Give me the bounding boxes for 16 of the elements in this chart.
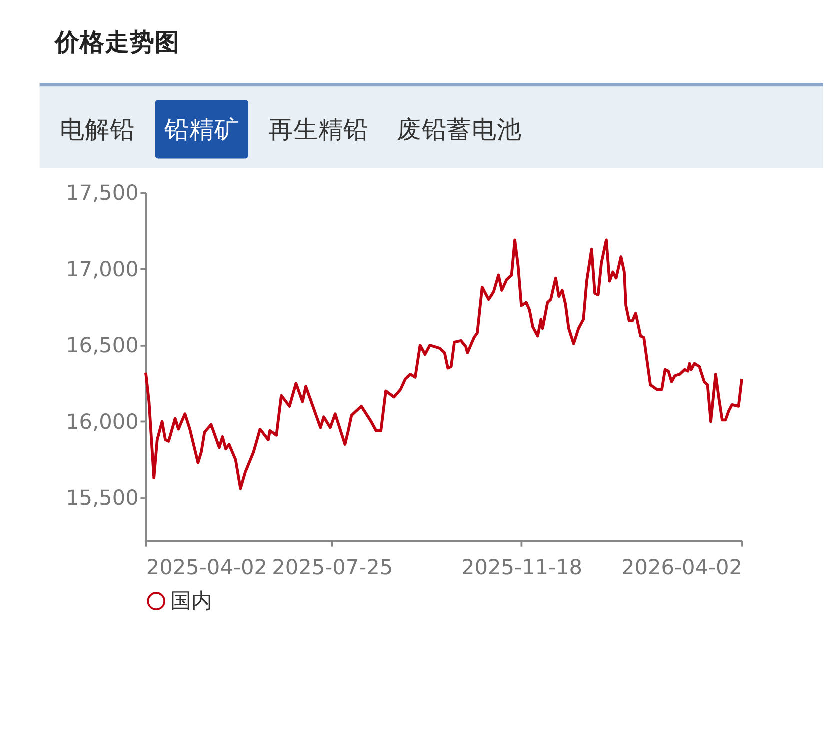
x-tick-label: 2025-04-02 <box>146 555 268 580</box>
text: 再生精铅 <box>268 114 368 144</box>
x-tick-label: 2025-07-25 <box>272 555 394 580</box>
line-series <box>144 238 744 490</box>
y-tick-label: 17,500 <box>66 180 139 205</box>
y-tick-label: 17,000 <box>66 257 139 282</box>
y-tick-label: 15,500 <box>66 486 139 510</box>
y-tick-label: 16,500 <box>66 334 139 358</box>
text: 废铅蓄电池 <box>397 114 522 144</box>
x-tick-label: 2026-04-02 <box>621 555 742 580</box>
legend-label: 国内 <box>170 588 213 613</box>
x-tick-label: 2025-11-18 <box>462 555 583 580</box>
text: 电解铅 <box>60 114 136 144</box>
y-tick-label: 16,000 <box>66 410 139 434</box>
chart-title: 价格走势图 <box>54 28 180 57</box>
text: 铅精矿 <box>163 114 240 144</box>
